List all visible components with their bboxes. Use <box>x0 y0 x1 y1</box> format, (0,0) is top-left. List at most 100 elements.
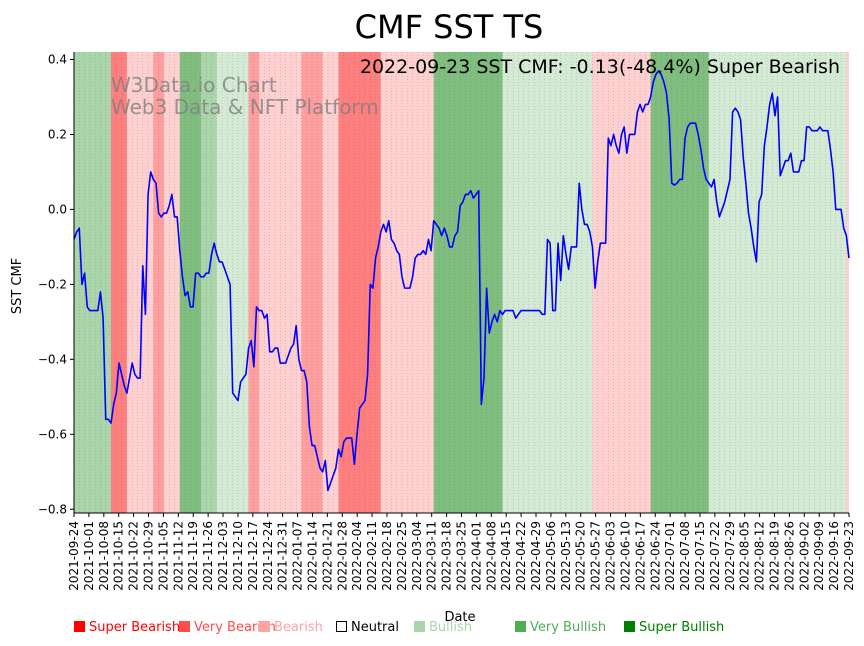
x-tick-label: 2022-07-08 <box>678 521 692 591</box>
y-axis-label: SST CMF <box>10 258 25 314</box>
x-tick-label: 2022-01-07 <box>291 521 305 591</box>
legend-item-super-bearish: Super Bearish <box>74 620 180 635</box>
legend-item-neutral: Neutral <box>336 620 399 635</box>
legend-item-very-bearish: Very Bearish <box>179 620 276 635</box>
x-tick-label: 2021-10-08 <box>97 521 111 591</box>
x-tick-label: 2022-04-15 <box>499 521 513 591</box>
x-tick-label: 2022-09-09 <box>812 521 826 591</box>
band-very-bearish <box>153 52 164 513</box>
x-tick-label: 2022-08-12 <box>753 521 767 591</box>
legend-item-bullish: Bullish <box>414 620 472 635</box>
x-tick-label: 2022-01-14 <box>306 521 320 591</box>
band-neutral-bullish <box>502 52 593 513</box>
legend: Super Bearish Very Bearish Bearish Neutr… <box>74 620 854 640</box>
band-bearish <box>846 52 849 513</box>
legend-label: Very Bearish <box>194 620 276 635</box>
band-bearish <box>380 52 434 513</box>
band-very-bullish <box>433 52 503 513</box>
legend-swatch <box>179 621 190 632</box>
band-bearish <box>592 52 651 513</box>
x-tick-label: 2022-09-16 <box>827 521 841 591</box>
x-tick-label: 2022-01-28 <box>335 521 349 591</box>
x-tick-label: 2022-02-25 <box>395 521 409 591</box>
x-tick-label: 2021-12-24 <box>261 521 275 591</box>
x-tick-label: 2022-02-11 <box>365 521 379 591</box>
legend-label: Bearish <box>274 620 323 635</box>
band-bearish <box>322 52 339 513</box>
x-tick-label: 2022-07-29 <box>723 521 737 591</box>
band-very-bearish <box>248 52 260 513</box>
x-tick-label: 2022-07-22 <box>708 521 722 591</box>
legend-item-bearish: Bearish <box>259 620 323 635</box>
y-tick-label: 0.4 <box>48 52 67 66</box>
x-tick-label: 2022-09-02 <box>797 521 811 591</box>
x-tick-label: 2022-06-10 <box>618 521 632 591</box>
legend-swatch <box>624 621 635 632</box>
chart-title: CMF SST TS <box>355 8 544 46</box>
x-tick-label: 2022-04-29 <box>529 521 543 591</box>
x-tick-label: 2022-04-22 <box>514 521 528 591</box>
y-tick-label: −0.6 <box>38 427 67 441</box>
x-tick-label: 2022-01-21 <box>320 521 334 591</box>
x-tick-label: 2021-11-12 <box>171 521 185 591</box>
band-bullish <box>74 52 112 513</box>
status-annotation: 2022-09-23 SST CMF: -0.13(-48.4%) Super … <box>360 56 840 78</box>
watermark-line-1: W3Data.io Chart <box>111 73 277 97</box>
band-very-bearish <box>301 52 323 513</box>
y-tick-label: 0.2 <box>48 127 67 141</box>
x-tick-label: 2021-10-01 <box>82 521 96 591</box>
x-tick-label: 2021-12-10 <box>231 521 245 591</box>
x-tick-label: 2021-11-19 <box>186 521 200 591</box>
legend-item-super-bullish: Super Bullish <box>624 620 724 635</box>
x-tick-label: 2022-08-05 <box>738 521 752 591</box>
x-tick-label: 2022-07-01 <box>663 521 677 591</box>
y-tick-label: −0.2 <box>38 277 67 291</box>
band-bearish <box>259 52 302 513</box>
legend-swatch <box>515 621 526 632</box>
x-tick-label: 2021-12-17 <box>246 521 260 591</box>
x-tick-label: 2022-05-20 <box>574 521 588 591</box>
x-tick-label: 2022-07-15 <box>693 521 707 591</box>
legend-label: Neutral <box>351 620 399 635</box>
legend-label: Bullish <box>429 620 473 635</box>
x-tick-label: 2021-10-22 <box>127 521 141 591</box>
band-bearish <box>126 52 154 513</box>
y-tick-label: −0.4 <box>38 352 67 366</box>
legend-swatch <box>74 621 85 632</box>
x-tick-label: 2021-12-31 <box>276 521 290 591</box>
x-tick-label: 2022-05-27 <box>589 521 603 591</box>
x-tick-label: 2022-09-23 <box>842 521 856 591</box>
band-very-bullish <box>179 52 201 513</box>
legend-item-very-bullish: Very Bullish <box>515 620 606 635</box>
x-tick-label: 2021-09-24 <box>67 521 81 591</box>
band-very-bullish <box>650 52 709 513</box>
band-bearish <box>163 52 180 513</box>
watermark-line-2: Web3 Data & NFT Platform <box>111 95 379 119</box>
x-tick-label: 2021-10-29 <box>142 521 156 591</box>
x-tick-label: 2022-03-25 <box>455 521 469 591</box>
legend-label: Super Bearish <box>89 620 181 635</box>
x-tick-label: 2022-06-03 <box>604 521 618 591</box>
series-line-sst-cmf <box>73 69 850 492</box>
x-tick-label: 2021-12-03 <box>216 521 230 591</box>
x-tick-label: 2021-10-15 <box>112 521 126 591</box>
legend-swatch <box>259 621 270 632</box>
x-tick-label: 2021-11-05 <box>156 521 170 591</box>
x-tick-label: 2022-06-24 <box>648 521 662 591</box>
x-axis-label: Date <box>444 610 475 625</box>
x-tick-label: 2022-02-18 <box>380 521 394 591</box>
x-ticks: 2021-09-24 2021-10-01 2021-10-08 2021-10-15… <box>67 513 856 591</box>
x-tick-label: 2022-03-11 <box>425 521 439 591</box>
legend-label: Very Bullish <box>530 620 607 635</box>
legend-swatch <box>414 621 425 632</box>
y-ticks: −0.8 −0.6 −0.4 −0.2 0.0 0.2 0.4 <box>38 52 74 516</box>
x-tick-label: 2022-05-13 <box>559 521 573 591</box>
vertical-grid <box>73 52 847 513</box>
legend-label: Super Bullish <box>639 620 725 635</box>
x-tick-label: 2022-04-01 <box>469 521 483 591</box>
series-group <box>73 69 850 492</box>
legend-swatch <box>336 621 347 632</box>
x-tick-label: 2022-04-08 <box>484 521 498 591</box>
x-tick-label: 2022-06-17 <box>633 521 647 591</box>
